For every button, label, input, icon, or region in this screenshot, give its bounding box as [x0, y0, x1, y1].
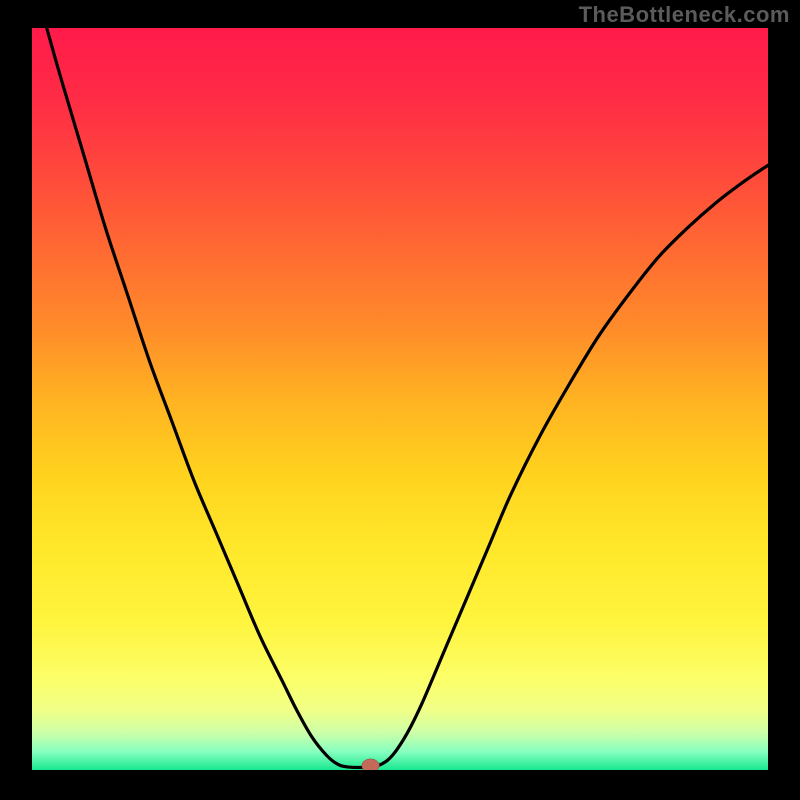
chart-container: TheBottleneck.com [0, 0, 800, 800]
plot-area [32, 28, 768, 770]
curve-minimum-marker [362, 759, 380, 770]
plot-svg [32, 28, 768, 770]
watermark-text: TheBottleneck.com [579, 2, 790, 28]
plot-background [32, 28, 768, 770]
